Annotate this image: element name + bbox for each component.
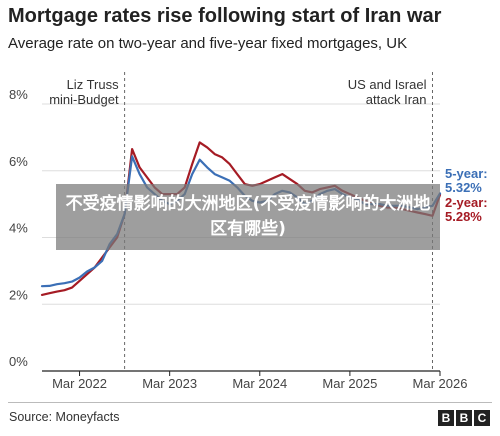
event-annotation-label: US and Israel xyxy=(348,77,427,92)
x-tick-label: Mar 2024 xyxy=(232,376,287,391)
watermark-overlay: 不受疫情影响的大洲地区(不受疫情影响的大洲地区有哪些) xyxy=(56,184,440,250)
y-tick-label: 0% xyxy=(9,354,28,369)
y-tick-label: 8% xyxy=(9,87,28,102)
overlay-text: 不受疫情影响的大洲地区(不受疫情影响的大洲地区有哪些) xyxy=(65,194,431,239)
y-tick-label: 2% xyxy=(9,287,28,302)
bbc-logo: B B C xyxy=(438,410,490,426)
chart-subtitle: Average rate on two-year and five-year f… xyxy=(8,35,408,52)
source-note: Source: Moneyfacts xyxy=(9,410,120,424)
series-end-value-label: 5.28% xyxy=(445,209,482,224)
series-name-label: 2-year: xyxy=(445,195,488,210)
event-annotation-label: mini-Budget xyxy=(49,92,119,107)
event-annotation-label: attack Iran xyxy=(366,92,427,107)
series-name-label: 5-year: xyxy=(445,166,488,181)
y-tick-label: 4% xyxy=(9,221,28,236)
event-annotation-label: Liz Truss xyxy=(67,77,120,92)
chart-title: Mortgage rates rise following start of I… xyxy=(8,5,442,27)
x-tick-label: Mar 2025 xyxy=(322,376,377,391)
x-tick-label: Mar 2023 xyxy=(142,376,197,391)
x-tick-label: Mar 2026 xyxy=(413,376,468,391)
x-tick-label: Mar 2022 xyxy=(52,376,107,391)
series-end-value-label: 5.32% xyxy=(445,180,482,195)
y-tick-label: 6% xyxy=(9,154,28,169)
bbc-logo-letter: C xyxy=(474,410,490,426)
bbc-logo-letter: B xyxy=(456,410,472,426)
footer-divider xyxy=(8,402,492,403)
bbc-logo-letter: B xyxy=(438,410,454,426)
